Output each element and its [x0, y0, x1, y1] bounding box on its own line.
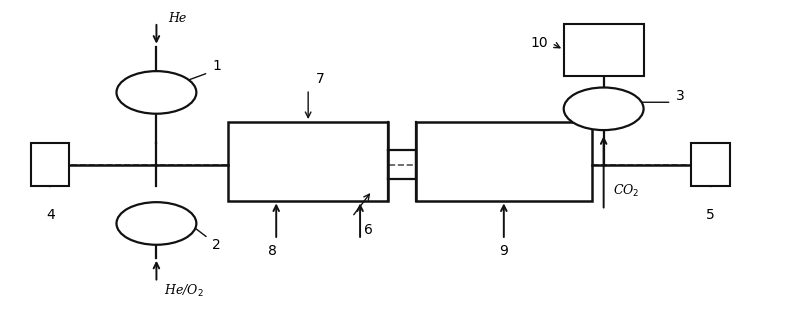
- Text: He: He: [169, 12, 186, 25]
- Text: He/O$_2$: He/O$_2$: [165, 283, 204, 299]
- Text: 6: 6: [364, 223, 373, 237]
- Bar: [31, 143, 70, 186]
- Bar: [691, 143, 730, 186]
- Text: 8: 8: [268, 244, 277, 258]
- Text: 2: 2: [212, 238, 221, 252]
- Text: 9: 9: [499, 244, 508, 258]
- Ellipse shape: [564, 88, 643, 130]
- Bar: [564, 24, 643, 76]
- Text: 4: 4: [46, 208, 54, 222]
- Text: 7: 7: [316, 72, 325, 86]
- Text: 10: 10: [530, 36, 548, 50]
- Ellipse shape: [117, 202, 196, 245]
- Text: 3: 3: [675, 89, 684, 103]
- Bar: [416, 122, 592, 201]
- Text: 1: 1: [212, 59, 222, 73]
- Bar: [228, 122, 388, 201]
- Text: 5: 5: [706, 208, 715, 222]
- Ellipse shape: [117, 71, 196, 114]
- Text: CO$_2$: CO$_2$: [614, 183, 640, 199]
